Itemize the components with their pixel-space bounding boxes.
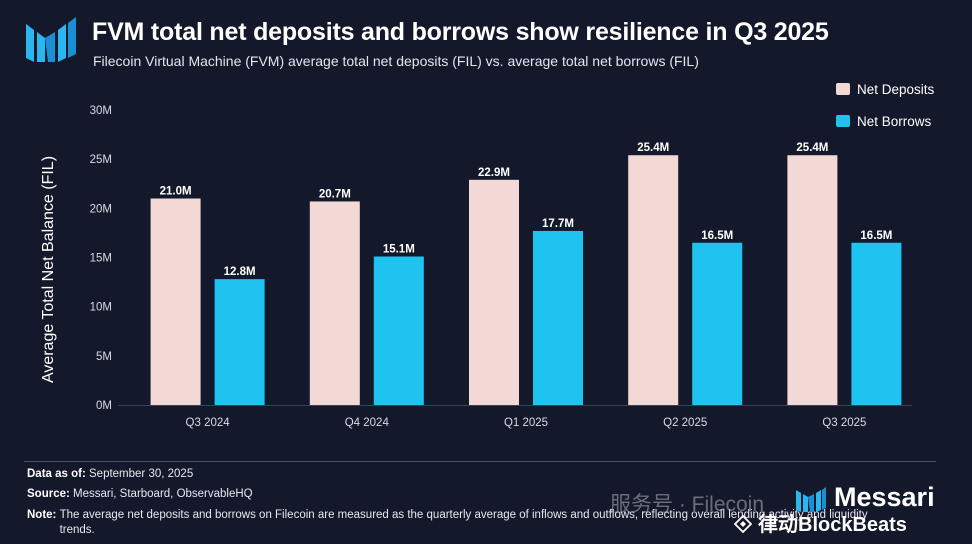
footer-note: Note: The average net deposits and borro… [27,508,880,538]
footer-data-as-of: Data as of: September 30, 2025 [27,468,193,480]
note-label: Note: [27,509,57,521]
borrow-value-label: 17.7M [542,218,574,230]
y-axis: 0M 5M 10M 15M 20M 25M 30M [90,105,912,412]
borrow-bar [692,242,743,405]
deposit-bar [787,155,838,405]
deposit-bar [309,201,360,405]
legend-label-deposits: Net Deposits [857,82,935,97]
deposit-value-label: 21.0M [160,186,192,198]
messari-logo-icon [26,17,76,62]
y-tick-label: 20M [90,203,112,215]
y-axis-label: Average Total Net Balance (FIL) [40,156,57,383]
y-tick-label: 30M [90,105,112,117]
deposit-bar [469,179,519,405]
legend-label-borrows: Net Borrows [857,114,932,129]
messari-brand: Messari [796,482,946,516]
borrow-bar [214,279,265,405]
borrow-value-label: 15.1M [383,244,415,256]
borrow-bar [373,256,424,405]
y-tick-label: 15M [90,253,112,265]
legend: Net Deposits Net Borrows [836,82,935,129]
brand-name: Messari [834,482,935,512]
deposit-value-label: 22.9M [478,167,510,179]
deposit-value-label: 25.4M [637,142,669,154]
x-tick-label: Q3 2025 [822,417,866,429]
x-tick-label: Q1 2025 [504,417,548,429]
legend-swatch-borrows [836,115,850,127]
deposit-bar [150,198,201,405]
deposit-value-label: 20.7M [319,188,351,200]
messari-brand-icon [796,487,826,512]
data-as-of-value: September 30, 2025 [89,468,194,480]
borrow-value-label: 16.5M [860,230,892,242]
footer-divider [24,461,936,462]
y-tick-label: 10M [90,302,112,314]
note-value: The average net deposits and borrows on … [59,509,868,536]
source-value: Messari, Starboard, ObservableHQ [73,488,253,500]
x-tick-label: Q4 2024 [345,417,390,429]
y-tick-label: 25M [90,154,112,166]
x-tick-label: Q3 2024 [186,417,231,429]
x-axis: Q3 2024 Q4 2024 Q1 2025 Q2 2025 Q3 2025 [186,417,867,429]
borrow-bar [533,230,583,405]
source-label: Source: [27,488,70,500]
borrow-value-label: 16.5M [701,230,733,242]
borrow-bar [851,242,902,405]
chart-title: FVM total net deposits and borrows show … [92,18,829,46]
deposit-value-label: 25.4M [796,142,828,154]
data-as-of-label: Data as of: [27,468,86,480]
chart-subtitle: Filecoin Virtual Machine (FVM) average t… [93,53,699,69]
borrow-value-label: 12.8M [224,266,256,278]
y-tick-label: 5M [96,351,112,363]
blockbeats-text: 律动BlockBeats [758,514,907,536]
bar-chart: 0M 5M 10M 15M 20M 25M 30M 21.0M 12.8M 20.7M 15.1M… [40,82,935,429]
x-tick-label: Q2 2025 [663,417,707,429]
wechat-watermark: 服务号 · Filecoin [610,493,765,516]
bars: 21.0M 12.8M 20.7M 15.1M 22.9M 17.7M 25.4M 16.5M… [150,142,902,405]
deposit-bar [628,155,679,405]
blockbeats-watermark: 律动BlockBeats [734,508,907,537]
y-tick-label: 0M [96,400,112,412]
legend-swatch-deposits [836,83,850,95]
blockbeats-icon [734,515,752,533]
footer-source: Source: Messari, Starboard, ObservableHQ [27,488,253,500]
